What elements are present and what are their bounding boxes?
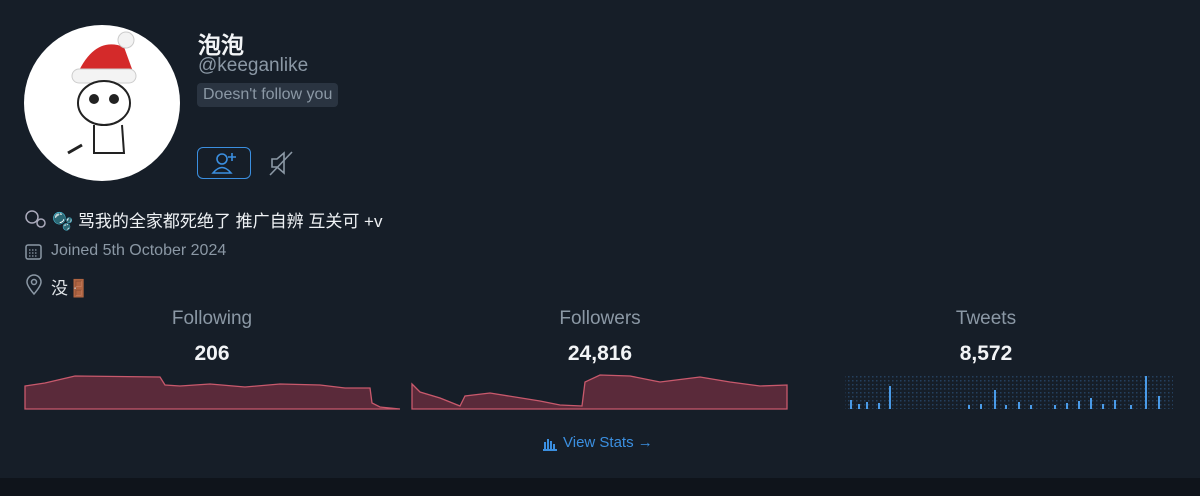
calendar-icon bbox=[25, 244, 42, 260]
following-sparkline bbox=[24, 375, 401, 410]
stat-label: Following bbox=[171, 308, 253, 329]
joined-date: Joined 5th October 2024 bbox=[51, 242, 227, 259]
tweets-grid bbox=[845, 375, 1173, 409]
stat-value: 24,816 bbox=[567, 342, 633, 365]
view-stats-link[interactable]: View Stats → bbox=[563, 434, 653, 451]
avatar[interactable] bbox=[24, 25, 180, 181]
stat-label: Followers bbox=[559, 308, 641, 329]
bio-icon bbox=[25, 210, 46, 228]
followers-sparkline bbox=[411, 374, 788, 410]
stat-value: 206 bbox=[194, 342, 230, 365]
mute-icon bbox=[269, 151, 293, 176]
follow-status-badge: Doesn't follow you bbox=[197, 83, 339, 107]
location: 没🚪 bbox=[51, 279, 90, 298]
handle: @keeganlike bbox=[198, 55, 309, 76]
sparklines bbox=[24, 374, 1173, 410]
stat-label: Tweets bbox=[955, 308, 1017, 329]
stat-value: 8,572 bbox=[959, 342, 1013, 365]
stats-icon bbox=[543, 439, 557, 451]
follow-icon bbox=[211, 153, 236, 174]
mute-button[interactable] bbox=[266, 148, 296, 178]
tweets-bars bbox=[850, 376, 1160, 409]
avatar-drawing bbox=[67, 31, 137, 155]
follow-button[interactable] bbox=[197, 147, 251, 179]
location-icon bbox=[26, 274, 42, 296]
profile-card: 泡泡 @keeganlike Doesn't follow you 🫧 骂我的全… bbox=[0, 0, 1200, 478]
display-name: 泡泡 bbox=[198, 32, 244, 58]
bio: 🫧 骂我的全家都死绝了 推广自辨 互关可 +v bbox=[52, 212, 383, 231]
